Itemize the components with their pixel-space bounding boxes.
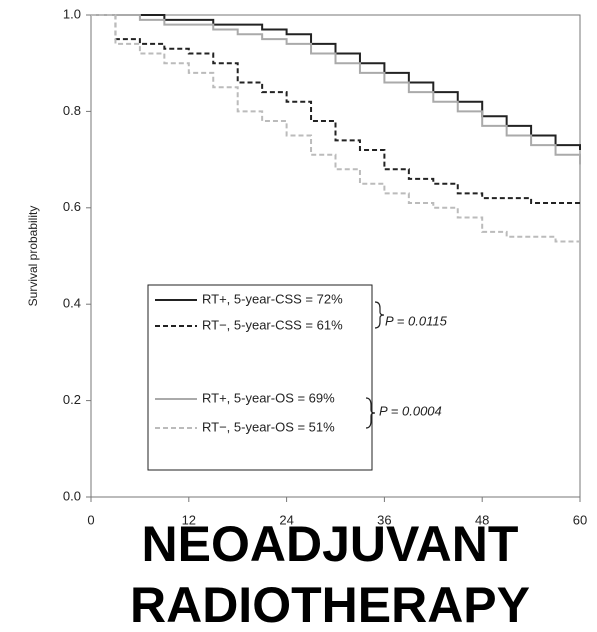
survival-curve — [91, 14, 580, 204]
x-tick-label: 48 — [475, 512, 489, 527]
p-value: P = 0.0115 — [385, 313, 448, 328]
brace — [374, 301, 385, 329]
y-tick-label: 0.0 — [63, 488, 81, 503]
legend-label: RT−, 5-year-CSS = 61% — [202, 317, 343, 332]
survival-curve — [91, 14, 581, 252]
y-tick-label: 0.2 — [63, 392, 81, 407]
survival-curve — [91, 14, 581, 165]
x-tick-label: 0 — [87, 512, 94, 527]
legend-label: RT+, 5-year-CSS = 72% — [202, 291, 343, 306]
legend-label: RT−, 5-year-OS = 51% — [202, 419, 335, 434]
x-tick-label: 60 — [573, 512, 587, 527]
legend-box — [147, 284, 373, 471]
overlay-title: NEOADJUVANT — [142, 516, 519, 572]
brace — [365, 397, 376, 429]
x-tick-label: 36 — [377, 512, 391, 527]
y-tick-label: 0.6 — [63, 199, 81, 214]
overlay-title: RADIOTHERAPY — [130, 577, 530, 632]
y-tick-label: 0.8 — [63, 103, 81, 118]
p-value: P = 0.0004 — [379, 403, 442, 418]
x-tick-label: 24 — [279, 512, 293, 527]
y-tick-label: 0.4 — [63, 296, 81, 311]
legend-label: RT+, 5-year-OS = 69% — [202, 390, 335, 405]
plot-frame — [90, 14, 581, 498]
y-tick-label: 1.0 — [63, 6, 81, 21]
x-tick-label: 12 — [182, 512, 196, 527]
y-axis-label: Survival probability — [26, 206, 40, 307]
